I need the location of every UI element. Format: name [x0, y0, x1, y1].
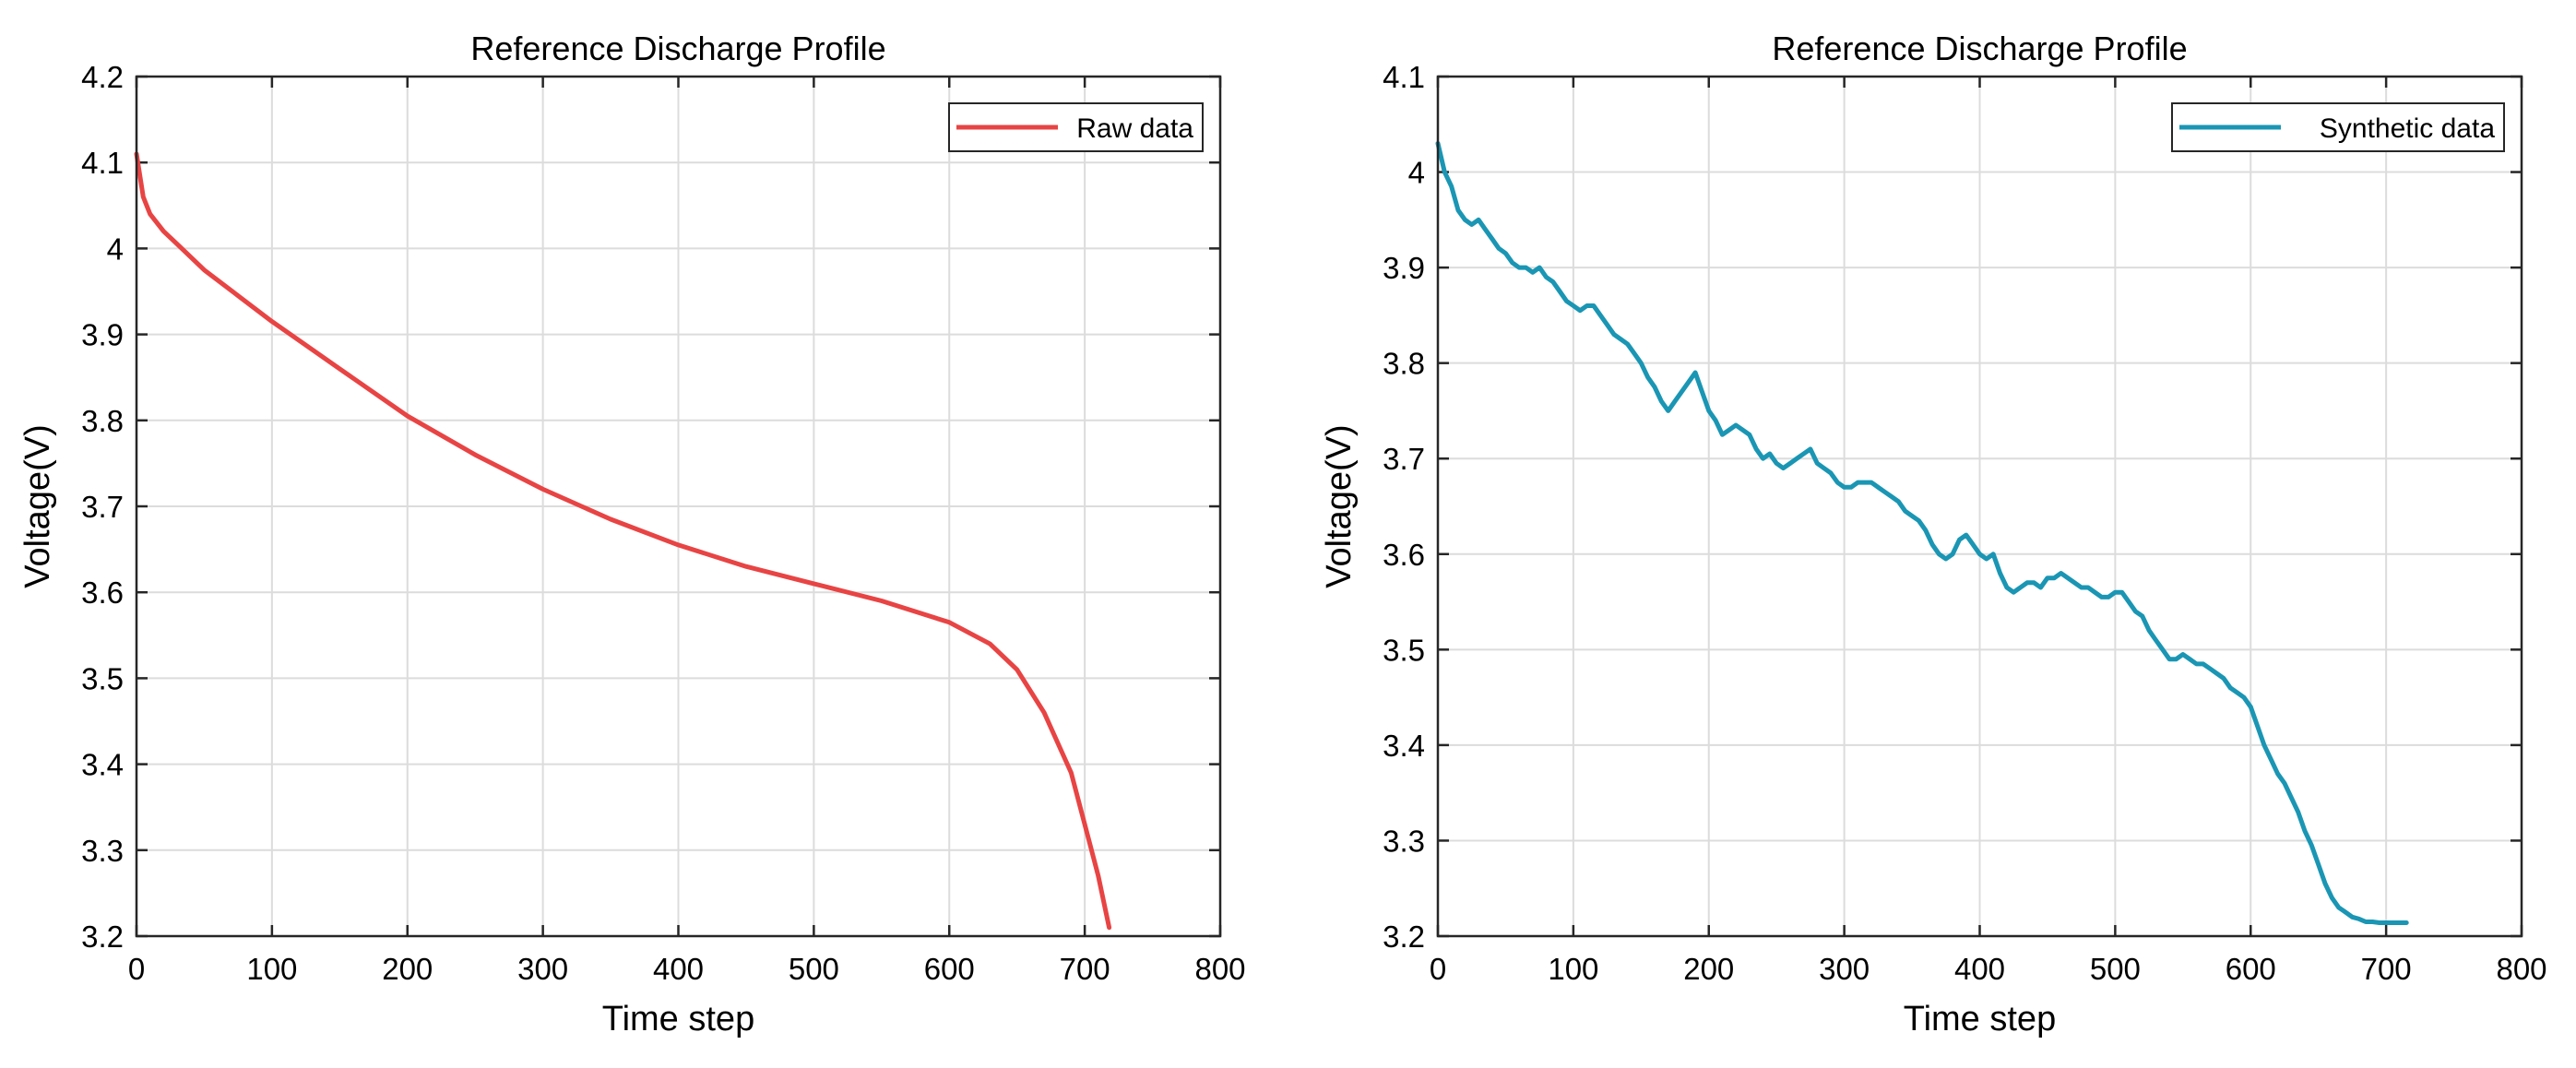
x-tick-label: 0	[128, 952, 145, 986]
axis-box	[1436, 75, 2523, 938]
y-tick-label: 3.9	[1383, 251, 1425, 285]
y-tick-label: 3.2	[1383, 920, 1425, 954]
legend-label: Raw data	[1076, 113, 1193, 144]
x-tick-label: 800	[2496, 952, 2546, 986]
x-tick-label: 200	[1683, 952, 1734, 986]
y-tick-label: 3.5	[1383, 633, 1425, 667]
legend: Synthetic data	[2171, 102, 2505, 152]
x-tick-label: 200	[382, 952, 433, 986]
chart-raw-data: 0 100 200 300 400 500 600 700 800 3.2 3.3 3.4 3.5 3.6…	[18, 30, 1246, 1038]
y-tick-label: 3.6	[81, 576, 124, 610]
legend: Raw data	[948, 102, 1204, 152]
series-line-0	[1435, 141, 2409, 925]
y-tick-label: 3.2	[81, 920, 124, 954]
x-tick-label: 400	[653, 952, 704, 986]
x-tick-label: 800	[1194, 952, 1245, 986]
legend-label: Synthetic data	[2320, 113, 2495, 144]
y-tick-label: 3.8	[1383, 347, 1425, 381]
axis-box	[135, 75, 1222, 938]
chart-title: Reference Discharge Profile	[1772, 30, 2187, 67]
y-tick-label: 3.7	[81, 490, 124, 524]
x-tick-label: 500	[789, 952, 839, 986]
x-tick-label: 600	[924, 952, 975, 986]
y-tick-label: 4.1	[81, 146, 124, 180]
x-tick-label: 300	[1819, 952, 1870, 986]
x-tick-label: 300	[517, 952, 568, 986]
y-tick-label: 3.6	[1383, 538, 1425, 572]
y-tick-label: 3.7	[1383, 442, 1425, 476]
y-tick-label: 4.1	[1383, 60, 1425, 94]
x-tick-label: 700	[2361, 952, 2412, 986]
y-axis-label: Voltage(V)	[18, 424, 57, 587]
y-tick-label: 3.8	[81, 404, 124, 438]
x-axis-label: Time step	[1904, 1000, 2056, 1038]
x-tick-label: 500	[2090, 952, 2141, 986]
chart-title: Reference Discharge Profile	[470, 30, 885, 67]
x-tick-label: 100	[1548, 952, 1598, 986]
series-line-0	[134, 151, 1112, 931]
y-tick-label: 3.3	[81, 834, 124, 868]
x-axis-label: Time step	[602, 1000, 754, 1038]
y-tick-label: 4	[1408, 156, 1425, 190]
x-tick-label: 0	[1430, 952, 1446, 986]
y-tick-label: 4	[107, 231, 124, 266]
y-tick-label: 3.5	[81, 661, 124, 695]
y-tick-label: 3.4	[1383, 729, 1425, 763]
x-tick-label: 700	[1060, 952, 1110, 986]
x-tick-label: 400	[1954, 952, 2005, 986]
y-axis-label: Voltage(V)	[1320, 424, 1359, 587]
y-tick-label: 4.2	[81, 60, 124, 94]
y-tick-label: 3.3	[1383, 824, 1425, 858]
x-tick-label: 100	[246, 952, 297, 986]
y-tick-label: 3.9	[81, 318, 124, 352]
x-tick-label: 600	[2226, 952, 2276, 986]
chart-synthetic-data: 0 100 200 300 400 500 600 700 800 3.2 3.3 3.4 3.5 3.6…	[1320, 30, 2547, 1038]
y-tick-label: 3.4	[81, 748, 124, 782]
